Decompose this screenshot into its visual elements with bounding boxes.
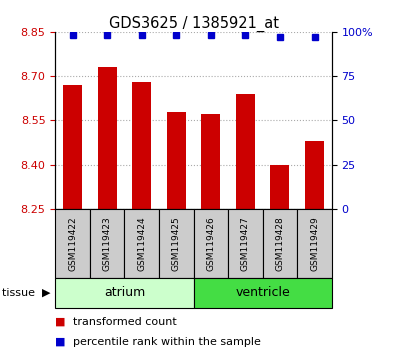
Bar [90, 209, 124, 278]
Bar [63, 85, 82, 209]
Bar [194, 209, 228, 278]
Text: GSM119427: GSM119427 [241, 216, 250, 271]
Text: GSM119429: GSM119429 [310, 216, 319, 271]
Bar [159, 209, 194, 278]
Text: transformed count: transformed count [73, 317, 177, 327]
Bar [167, 112, 186, 209]
Bar [98, 67, 117, 209]
Text: GSM119425: GSM119425 [172, 216, 181, 271]
Bar [297, 209, 332, 278]
Bar [194, 278, 332, 308]
Text: ventricle: ventricle [235, 286, 290, 299]
Bar [201, 114, 220, 209]
Bar [305, 141, 324, 209]
Bar [228, 209, 263, 278]
Bar [124, 209, 159, 278]
Text: ■: ■ [55, 337, 66, 347]
Text: atrium: atrium [104, 286, 145, 299]
Bar [236, 94, 255, 209]
Text: GSM119424: GSM119424 [137, 216, 146, 271]
Text: GSM119423: GSM119423 [103, 216, 112, 271]
Bar [271, 165, 290, 209]
Bar [55, 209, 90, 278]
Text: ■: ■ [55, 317, 66, 327]
Text: GSM119422: GSM119422 [68, 216, 77, 271]
Bar [263, 209, 297, 278]
Text: GSM119428: GSM119428 [275, 216, 284, 271]
Text: GSM119426: GSM119426 [206, 216, 215, 271]
Title: GDS3625 / 1385921_at: GDS3625 / 1385921_at [109, 16, 278, 32]
Bar [132, 82, 151, 209]
Bar [55, 278, 194, 308]
Text: percentile rank within the sample: percentile rank within the sample [73, 337, 261, 347]
Text: tissue  ▶: tissue ▶ [2, 288, 51, 298]
